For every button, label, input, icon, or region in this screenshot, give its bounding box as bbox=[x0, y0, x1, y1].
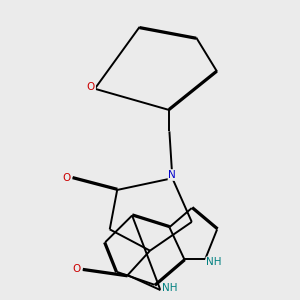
Text: O: O bbox=[72, 264, 81, 274]
Text: NH: NH bbox=[162, 284, 177, 293]
Text: N: N bbox=[169, 170, 176, 180]
Text: O: O bbox=[87, 82, 95, 92]
Text: O: O bbox=[63, 173, 71, 183]
Text: NH: NH bbox=[206, 257, 222, 267]
